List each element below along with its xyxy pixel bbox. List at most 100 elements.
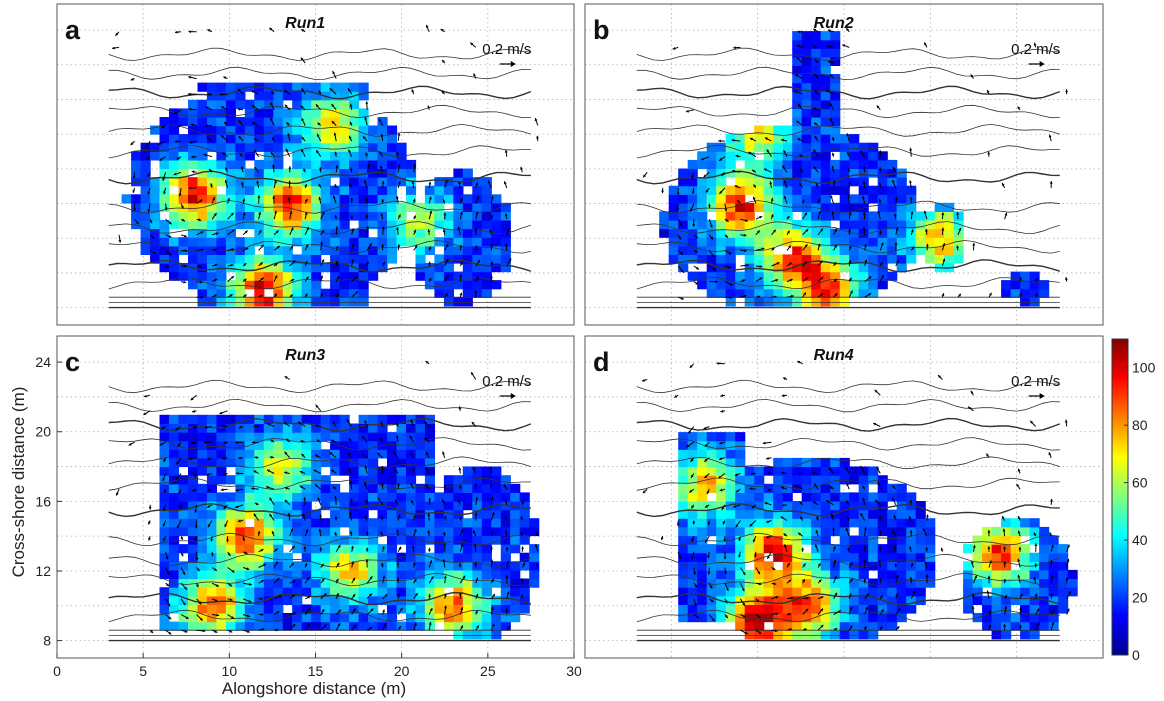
heatmap-cell bbox=[744, 142, 755, 152]
heatmap-cell bbox=[725, 271, 736, 281]
heatmap-cell bbox=[254, 483, 265, 493]
heatmap-cell bbox=[801, 74, 812, 84]
heatmap-cell bbox=[906, 604, 917, 614]
heatmap-cell bbox=[925, 535, 936, 545]
heatmap-cell bbox=[263, 423, 274, 433]
heatmap-cell bbox=[801, 65, 812, 75]
heatmap-cell bbox=[254, 587, 265, 597]
heatmap-cell bbox=[811, 457, 822, 468]
heatmap-cell bbox=[887, 168, 898, 178]
heatmap-cell bbox=[406, 414, 417, 424]
heatmap-cell bbox=[972, 561, 983, 571]
heatmap-cell bbox=[244, 271, 255, 281]
heatmap-cell bbox=[443, 509, 454, 519]
heatmap-cell bbox=[725, 457, 736, 468]
heatmap-cell bbox=[453, 245, 464, 255]
heatmap-cell bbox=[887, 177, 898, 187]
heatmap-cell bbox=[763, 297, 774, 307]
heatmap-cell bbox=[820, 621, 831, 631]
heatmap-cell bbox=[330, 509, 341, 519]
heatmap-cell bbox=[282, 288, 293, 298]
heatmap-cell bbox=[273, 587, 284, 597]
heatmap-cell bbox=[197, 211, 208, 221]
heatmap-cell bbox=[744, 509, 755, 519]
heatmap-cell bbox=[500, 587, 511, 597]
heatmap-cell bbox=[735, 194, 746, 204]
heatmap-cell bbox=[453, 492, 464, 502]
heatmap-cell bbox=[311, 288, 322, 298]
heatmap-cell bbox=[301, 254, 312, 264]
velocity-vectors bbox=[112, 24, 539, 299]
heatmap-cell bbox=[349, 211, 360, 221]
heatmap-cell bbox=[858, 569, 869, 580]
heatmap-cell bbox=[292, 108, 303, 118]
heatmap-cell bbox=[1029, 271, 1040, 281]
heatmap-cell bbox=[320, 475, 331, 485]
heatmap-cell bbox=[801, 621, 812, 631]
heatmap-cell bbox=[292, 578, 303, 588]
heatmap-cell bbox=[462, 280, 473, 290]
heatmap-cell bbox=[491, 202, 502, 212]
heatmap-cell bbox=[887, 621, 898, 631]
heatmap-cell bbox=[754, 466, 765, 476]
heatmap-cell bbox=[773, 630, 784, 640]
heatmap-cell bbox=[1058, 587, 1069, 597]
heatmap-cell bbox=[849, 569, 860, 580]
heatmap-cell bbox=[868, 159, 879, 170]
heatmap-cell bbox=[858, 621, 869, 631]
heatmap-cell bbox=[206, 501, 217, 511]
colorbar-tick-label: 60 bbox=[1132, 475, 1148, 491]
heatmap-cell bbox=[849, 211, 860, 221]
heatmap-cell bbox=[263, 518, 274, 528]
heatmap-cell bbox=[1010, 569, 1021, 580]
heatmap-cell bbox=[849, 604, 860, 614]
heatmap-cell bbox=[339, 449, 350, 459]
heatmap-cell bbox=[754, 483, 765, 493]
heatmap-cell bbox=[906, 518, 917, 528]
heatmap-cell bbox=[1029, 552, 1040, 562]
heatmap-cell bbox=[1058, 604, 1069, 614]
heatmap-cell bbox=[868, 501, 879, 511]
heatmap-cell bbox=[877, 280, 888, 290]
heatmap-cell bbox=[887, 245, 898, 255]
heatmap-cell bbox=[801, 271, 812, 281]
heatmap-cell bbox=[358, 280, 369, 290]
heatmap-cell bbox=[716, 280, 727, 290]
heatmap-cell bbox=[868, 228, 879, 238]
heatmap-cell bbox=[801, 194, 812, 204]
heatmap-cell bbox=[811, 39, 822, 49]
heatmap-cell bbox=[849, 271, 860, 281]
heatmap-cell bbox=[697, 578, 708, 588]
heatmap-cell bbox=[330, 117, 341, 127]
heatmap-cell bbox=[131, 177, 142, 187]
heatmap-cell bbox=[462, 263, 473, 273]
heatmap-cell bbox=[453, 271, 464, 281]
heatmap-cell bbox=[868, 604, 879, 614]
heatmap-cell bbox=[254, 449, 265, 459]
heatmap-cell bbox=[406, 613, 417, 623]
heatmap-cell bbox=[659, 211, 670, 221]
heatmap-cell bbox=[472, 185, 483, 195]
heatmap-cell bbox=[972, 569, 983, 580]
heatmap-cell bbox=[744, 587, 755, 597]
heatmap-cell bbox=[792, 518, 803, 528]
heatmap-cell bbox=[887, 271, 898, 281]
heatmap-cell bbox=[225, 288, 236, 298]
heatmap-cell bbox=[811, 578, 822, 588]
heatmap-cell bbox=[868, 142, 879, 152]
heatmap-cell bbox=[159, 254, 170, 264]
heatmap-cell bbox=[500, 263, 511, 273]
heatmap-cell bbox=[706, 587, 717, 597]
heatmap-cell bbox=[225, 535, 236, 545]
heatmap-cell bbox=[244, 475, 255, 485]
heatmap-cell bbox=[820, 280, 831, 290]
heatmap-cell bbox=[406, 526, 417, 537]
heatmap-cell bbox=[744, 134, 755, 144]
heatmap-cell bbox=[529, 552, 540, 562]
heatmap-cell bbox=[396, 168, 407, 178]
heatmap-cell bbox=[820, 595, 831, 605]
heatmap-cell bbox=[434, 263, 445, 273]
heatmap-cell bbox=[434, 220, 445, 230]
heatmap-cell bbox=[858, 630, 869, 640]
